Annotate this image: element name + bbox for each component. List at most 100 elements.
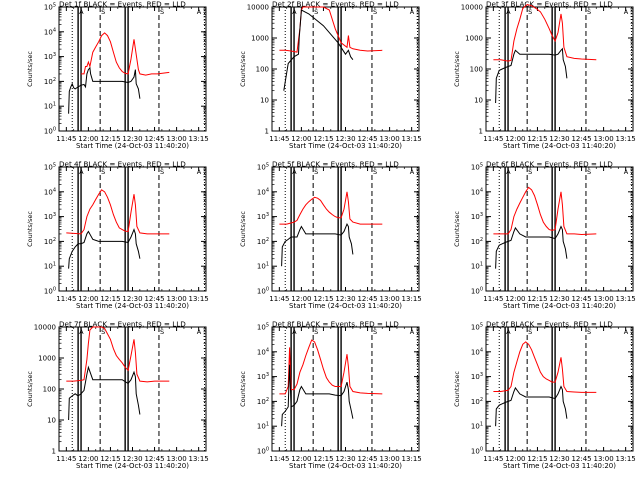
panel-title: Det 3f BLACK = Events, RED = LLD: [486, 0, 613, 9]
x-axis-label: Start Time (24-Oct-03 11:40:20): [503, 142, 616, 150]
series-line-lld: [279, 191, 383, 225]
series-line-lld: [493, 341, 597, 393]
series-line-events: [281, 364, 354, 427]
panel-det-2: Det 2f BLACK = Events, RED = LLD 1 10 100 10…: [239, 0, 422, 150]
y-tick-exponent: 3: [266, 372, 269, 378]
x-tick-label: 12:15: [100, 135, 120, 143]
flag-label: S: [101, 168, 105, 176]
x-tick-label: 13:00: [594, 135, 614, 143]
y-tick-exponent: 5: [53, 163, 56, 169]
y-tick-label: 100: [44, 287, 56, 296]
x-tick-label: 12:15: [527, 135, 547, 143]
x-tick-label: 12:15: [100, 455, 120, 463]
flag-label: A: [197, 168, 202, 176]
x-tick-label: 12:30: [335, 455, 355, 463]
x-tick-label: 12:30: [549, 295, 569, 303]
y-tick-label: 10: [474, 97, 483, 105]
y-tick-label: 102: [257, 397, 269, 406]
flag-label: A: [624, 328, 629, 336]
x-tick-label: 12:30: [335, 135, 355, 143]
y-tick-label: 103: [44, 52, 56, 61]
y-tick-exponent: 5: [53, 3, 56, 9]
x-tick-label: 13:00: [167, 295, 187, 303]
y-tick-label: 100: [471, 287, 483, 296]
flag-label: A: [506, 168, 511, 176]
panel-title: Det 5f BLACK = Events, RED = LLD: [272, 160, 399, 169]
y-tick-exponent: 4: [53, 27, 56, 33]
y-tick-label: 100: [257, 287, 269, 296]
y-tick-label: 102: [471, 237, 483, 246]
y-tick-exponent: 5: [480, 163, 483, 169]
series-line-lld: [279, 339, 383, 395]
y-axis-label: Counts/sec: [26, 371, 34, 407]
x-tick-label: 12:45: [571, 295, 591, 303]
panel-title: Det 6f BLACK = Events, RED = LLD: [486, 160, 613, 169]
x-tick-label: 12:15: [313, 455, 333, 463]
flag-label: A: [410, 328, 415, 336]
x-tick-label: 11:45: [269, 455, 289, 463]
y-tick-label: 101: [257, 262, 269, 271]
y-tick-label: 102: [471, 397, 483, 406]
y-tick-exponent: 1: [266, 262, 269, 268]
flag-label: S: [587, 168, 591, 176]
x-tick-label: 11:45: [56, 295, 76, 303]
flag-label: S: [587, 8, 591, 16]
x-axis-label: Start Time (24-Oct-03 11:40:20): [289, 142, 402, 150]
y-tick-exponent: 1: [266, 422, 269, 428]
y-tick-label: 10: [47, 417, 56, 425]
x-tick-label: 12:45: [571, 455, 591, 463]
flag-label: S: [160, 328, 164, 336]
x-tick-label: 12:15: [527, 295, 547, 303]
y-tick-label: 103: [257, 372, 269, 381]
x-tick-label: 12:00: [78, 135, 98, 143]
series-line-lld: [493, 3, 597, 62]
panel-title: Det 8f BLACK = Events, RED = LLD: [272, 320, 399, 329]
series-line-events: [281, 222, 354, 267]
flag-label: S: [373, 168, 377, 176]
flag-label: A: [292, 168, 297, 176]
x-tick-label: 12:15: [527, 455, 547, 463]
x-tick-label: 13:15: [189, 135, 209, 143]
series-line-events: [495, 385, 568, 427]
y-tick-label: 102: [257, 237, 269, 246]
series-line-lld: [493, 186, 597, 236]
x-tick-label: 11:45: [56, 135, 76, 143]
y-tick-exponent: 2: [480, 237, 483, 243]
y-tick-exponent: 3: [480, 372, 483, 378]
flag-label: A: [624, 8, 629, 16]
x-tick-label: 12:45: [357, 455, 377, 463]
flag-label: A: [79, 168, 84, 176]
flag-label: A: [624, 168, 629, 176]
series-line-lld: [279, 6, 383, 53]
y-tick-label: 105: [257, 323, 269, 332]
y-axis-label: Counts/sec: [239, 371, 247, 407]
flag-label: A: [79, 8, 84, 16]
y-tick-exponent: 4: [53, 187, 56, 193]
series-line-events: [68, 228, 141, 269]
y-tick-label: 10000: [247, 4, 269, 12]
x-tick-label: 12:00: [291, 135, 311, 143]
flag-label: S: [314, 168, 318, 176]
x-tick-label: 11:45: [56, 455, 76, 463]
y-tick-exponent: 4: [266, 347, 269, 353]
y-tick-exponent: 4: [480, 187, 483, 193]
series-line-events: [68, 66, 141, 114]
flag-label: S: [528, 8, 532, 16]
series-line-events: [68, 365, 141, 421]
flag-label: A: [506, 8, 511, 16]
series-line-lld: [81, 32, 170, 76]
y-tick-label: 102: [44, 237, 56, 246]
y-tick-exponent: 2: [53, 237, 56, 243]
x-tick-label: 13:15: [402, 135, 422, 143]
y-tick-exponent: 2: [266, 397, 269, 403]
flag-label: S: [373, 328, 377, 336]
y-tick-label: 101: [257, 422, 269, 431]
y-tick-label: 1000: [465, 35, 483, 43]
x-tick-label: 11:45: [483, 135, 503, 143]
y-tick-label: 104: [44, 27, 56, 36]
x-tick-label: 13:15: [616, 135, 636, 143]
x-tick-label: 13:00: [594, 295, 614, 303]
x-tick-label: 11:45: [269, 295, 289, 303]
y-tick-exponent: 5: [266, 163, 269, 169]
